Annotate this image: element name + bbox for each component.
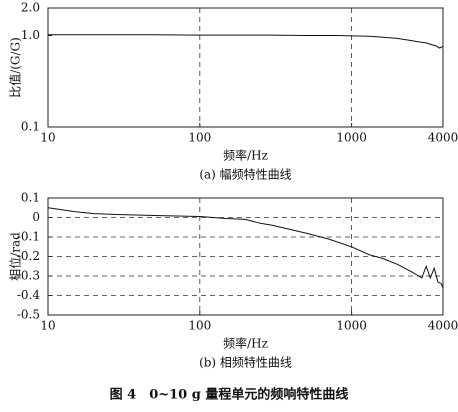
subplot-title: (b) 相频特性曲线 (199, 355, 292, 370)
y-tick-label: -0.5 (17, 308, 40, 322)
x-axis-label: 频率/Hz (223, 336, 268, 351)
x-tick-label: 10 (40, 319, 55, 333)
x-tick-label: 100 (188, 319, 211, 333)
plot-frame (47, 7, 444, 128)
x-tick-label: 10 (40, 131, 55, 145)
y-tick-label: -0.2 (17, 249, 40, 263)
x-tick-label: 4000 (428, 319, 458, 333)
y-axis-label: 比值/(G/G) (8, 37, 23, 98)
subplot-title: (a) 幅频特性曲线 (199, 167, 291, 182)
y-tick-label: 1.0 (21, 28, 40, 42)
y-tick-label: 2.0 (21, 1, 40, 15)
data-line (47, 207, 444, 288)
x-tick-label: 100 (188, 131, 211, 145)
x-tick-label: 1000 (336, 319, 367, 333)
y-tick-label: 0.1 (21, 120, 40, 134)
x-axis-label: 频率/Hz (223, 148, 268, 163)
y-tick-label: 0.1 (21, 191, 40, 205)
data-line (48, 34, 444, 49)
y-tick-label: 0 (32, 210, 40, 224)
x-tick-label: 1000 (336, 131, 367, 145)
y-tick-label: -0.1 (17, 230, 40, 244)
figure-caption: 图 4 0~10 g 量程单元的频响特性曲线 (110, 387, 349, 403)
y-axis-label: 相位/rad (8, 232, 23, 281)
x-tick-label: 4000 (428, 131, 458, 145)
y-tick-label: -0.4 (17, 288, 41, 302)
y-tick-label: -0.3 (17, 269, 40, 283)
